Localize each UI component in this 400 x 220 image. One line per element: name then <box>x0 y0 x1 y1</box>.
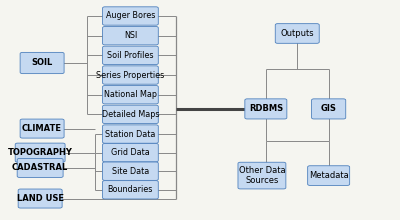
FancyBboxPatch shape <box>102 105 158 124</box>
Text: Station Data: Station Data <box>105 130 156 139</box>
FancyBboxPatch shape <box>308 166 350 185</box>
Text: CLIMATE: CLIMATE <box>22 124 62 133</box>
FancyBboxPatch shape <box>102 66 158 84</box>
FancyBboxPatch shape <box>312 99 346 119</box>
FancyBboxPatch shape <box>102 86 158 104</box>
Text: Boundaries: Boundaries <box>108 185 153 194</box>
Text: Grid Data: Grid Data <box>111 148 150 157</box>
Text: Other Data
Sources: Other Data Sources <box>239 166 285 185</box>
FancyBboxPatch shape <box>18 189 62 208</box>
Text: TOPOGRAPHY: TOPOGRAPHY <box>8 148 72 157</box>
FancyBboxPatch shape <box>245 99 287 119</box>
FancyBboxPatch shape <box>20 52 64 74</box>
Text: Detailed Maps: Detailed Maps <box>102 110 159 119</box>
FancyBboxPatch shape <box>102 26 158 45</box>
FancyBboxPatch shape <box>102 162 158 180</box>
FancyBboxPatch shape <box>15 143 65 162</box>
Text: Site Data: Site Data <box>112 167 149 176</box>
FancyBboxPatch shape <box>102 181 158 199</box>
Text: Series Properties: Series Properties <box>96 71 164 79</box>
FancyBboxPatch shape <box>102 143 158 162</box>
Text: Soil Profiles: Soil Profiles <box>107 51 154 60</box>
FancyBboxPatch shape <box>102 125 158 143</box>
Text: National Map: National Map <box>104 90 157 99</box>
Text: Metadata: Metadata <box>309 171 348 180</box>
FancyBboxPatch shape <box>102 46 158 64</box>
FancyBboxPatch shape <box>17 158 63 178</box>
FancyBboxPatch shape <box>20 119 64 138</box>
Text: GIS: GIS <box>321 104 336 113</box>
Text: Auger Bores: Auger Bores <box>106 11 155 20</box>
Text: Outputs: Outputs <box>280 29 314 38</box>
FancyBboxPatch shape <box>238 162 286 189</box>
FancyBboxPatch shape <box>102 7 158 25</box>
Text: LAND USE: LAND USE <box>17 194 64 203</box>
Text: RDBMS: RDBMS <box>249 104 283 113</box>
FancyBboxPatch shape <box>275 24 319 43</box>
Text: SOIL: SOIL <box>32 59 53 68</box>
Text: CADASTRAL: CADASTRAL <box>12 163 68 172</box>
Text: NSI: NSI <box>124 31 137 40</box>
